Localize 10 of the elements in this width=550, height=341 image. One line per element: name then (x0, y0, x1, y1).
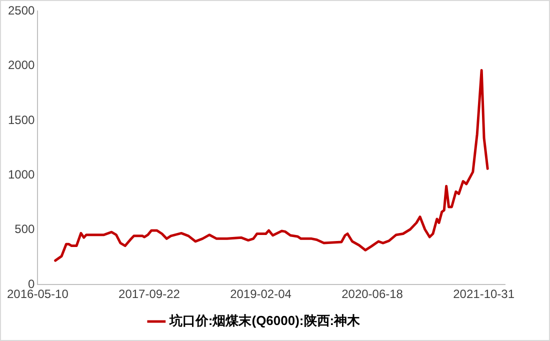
y-tick-label: 1500 (8, 112, 36, 127)
x-tick-label: 2019-02-04 (230, 287, 292, 302)
y-tick-label: 500 (14, 222, 36, 236)
x-tick-label: 2017-09-22 (118, 287, 180, 302)
legend-label: 坑口价:烟煤末(Q6000):陕西:神木 (168, 313, 362, 328)
y-tick-label: 2000 (8, 58, 36, 72)
x-tick-label: 2021-10-31 (453, 287, 515, 302)
y-tick-label: 2500 (8, 4, 36, 18)
x-tick-label: 2020-06-18 (342, 287, 404, 302)
y-tick-label: 1000 (8, 168, 36, 182)
